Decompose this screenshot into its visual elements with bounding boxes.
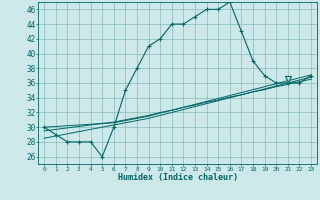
X-axis label: Humidex (Indice chaleur): Humidex (Indice chaleur) [118, 173, 238, 182]
